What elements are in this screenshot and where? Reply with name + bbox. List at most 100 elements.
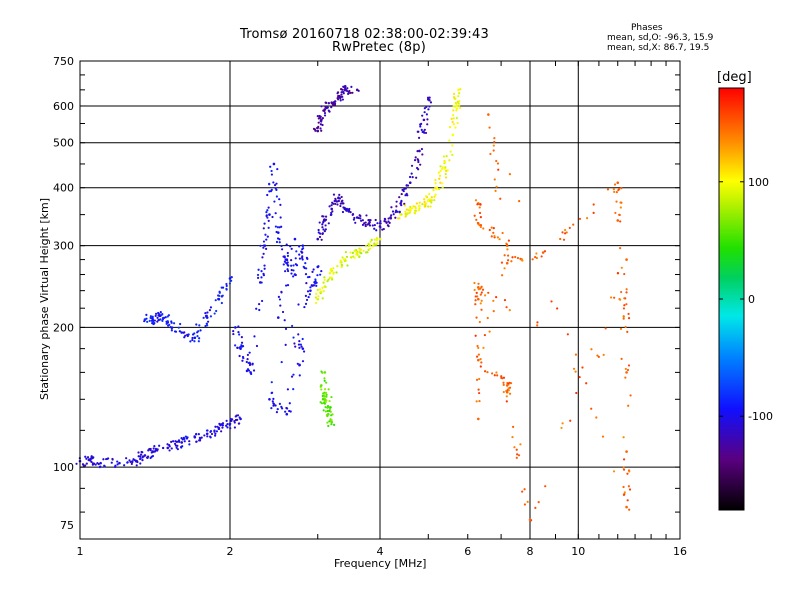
x-tick-label: 6 — [464, 545, 471, 558]
data-point — [340, 91, 343, 94]
data-point — [284, 270, 287, 273]
data-point — [341, 256, 344, 259]
data-point — [364, 223, 367, 227]
data-point — [268, 182, 271, 185]
data-point — [391, 210, 395, 213]
data-point — [276, 316, 280, 319]
data-point — [569, 419, 572, 422]
data-point — [452, 123, 455, 126]
data-point — [262, 252, 265, 255]
data-point — [312, 284, 315, 287]
data-point — [396, 210, 399, 213]
data-point — [426, 123, 429, 126]
data-point — [330, 414, 333, 417]
data-point — [367, 244, 371, 247]
data-point — [319, 115, 322, 118]
data-point — [387, 225, 390, 228]
data-point — [225, 284, 228, 288]
data-point — [170, 447, 173, 450]
data-point — [365, 214, 368, 217]
data-point — [448, 159, 451, 162]
data-point — [501, 377, 504, 380]
data-point — [328, 409, 331, 413]
data-point — [615, 200, 618, 203]
data-point — [475, 400, 478, 403]
data-point — [490, 226, 493, 229]
data-point — [572, 367, 576, 370]
data-point — [473, 281, 476, 285]
data-point — [326, 414, 329, 418]
data-point — [429, 199, 432, 202]
data-point — [353, 216, 356, 220]
y-tick-label: 200 — [53, 321, 74, 334]
data-point — [341, 95, 344, 98]
data-point — [487, 291, 490, 294]
data-point — [271, 215, 274, 219]
data-point — [480, 299, 483, 302]
data-point — [625, 505, 628, 509]
data-point — [428, 105, 431, 108]
data-point — [358, 214, 361, 217]
data-point — [238, 333, 241, 336]
data-point — [290, 264, 293, 267]
data-point — [272, 404, 275, 407]
data-point — [544, 485, 547, 488]
data-point — [368, 224, 372, 227]
data-point — [177, 326, 180, 329]
data-point — [193, 336, 197, 340]
data-point — [493, 178, 496, 181]
data-point — [259, 244, 262, 247]
data-point — [590, 407, 593, 410]
data-point — [154, 447, 158, 451]
data-point — [153, 319, 156, 322]
data-point — [615, 191, 618, 194]
data-point — [162, 446, 165, 450]
data-point — [312, 268, 315, 271]
data-point — [499, 197, 502, 200]
data-point — [622, 315, 625, 318]
data-point — [228, 422, 232, 426]
data-point — [269, 165, 272, 168]
data-point — [225, 424, 228, 427]
data-point — [336, 203, 339, 206]
data-point — [423, 128, 426, 131]
data-point — [340, 266, 343, 269]
data-point — [370, 238, 373, 241]
data-point — [505, 400, 508, 403]
data-point — [497, 168, 500, 171]
data-point — [477, 388, 480, 391]
data-point — [343, 206, 346, 210]
data-point — [213, 312, 216, 315]
phase-summary-title: Phases — [631, 23, 663, 33]
data-point — [349, 251, 352, 254]
data-point — [225, 419, 228, 422]
data-point — [438, 177, 441, 180]
data-point — [356, 253, 359, 256]
data-point — [262, 240, 266, 243]
data-point — [501, 274, 504, 277]
data-point — [427, 108, 430, 111]
data-point — [324, 218, 328, 221]
data-point — [221, 286, 225, 289]
data-point — [454, 97, 457, 100]
data-point — [416, 130, 419, 133]
data-point — [511, 256, 514, 259]
data-point — [623, 272, 626, 276]
data-point — [616, 181, 620, 185]
trace-scattered-high-frequency-echoes — [473, 113, 632, 522]
data-point — [409, 205, 412, 208]
data-point — [91, 457, 94, 460]
data-point — [139, 453, 143, 456]
data-point — [496, 162, 500, 165]
trace-x-trace-upper — [397, 88, 462, 220]
data-point — [375, 237, 378, 240]
data-point — [500, 261, 504, 264]
data-point — [247, 361, 250, 365]
data-point — [341, 202, 344, 205]
data-point — [495, 296, 498, 299]
data-point — [98, 466, 101, 469]
data-point — [168, 444, 171, 447]
data-point — [496, 374, 499, 377]
data-point — [479, 302, 482, 305]
data-point — [275, 182, 278, 185]
